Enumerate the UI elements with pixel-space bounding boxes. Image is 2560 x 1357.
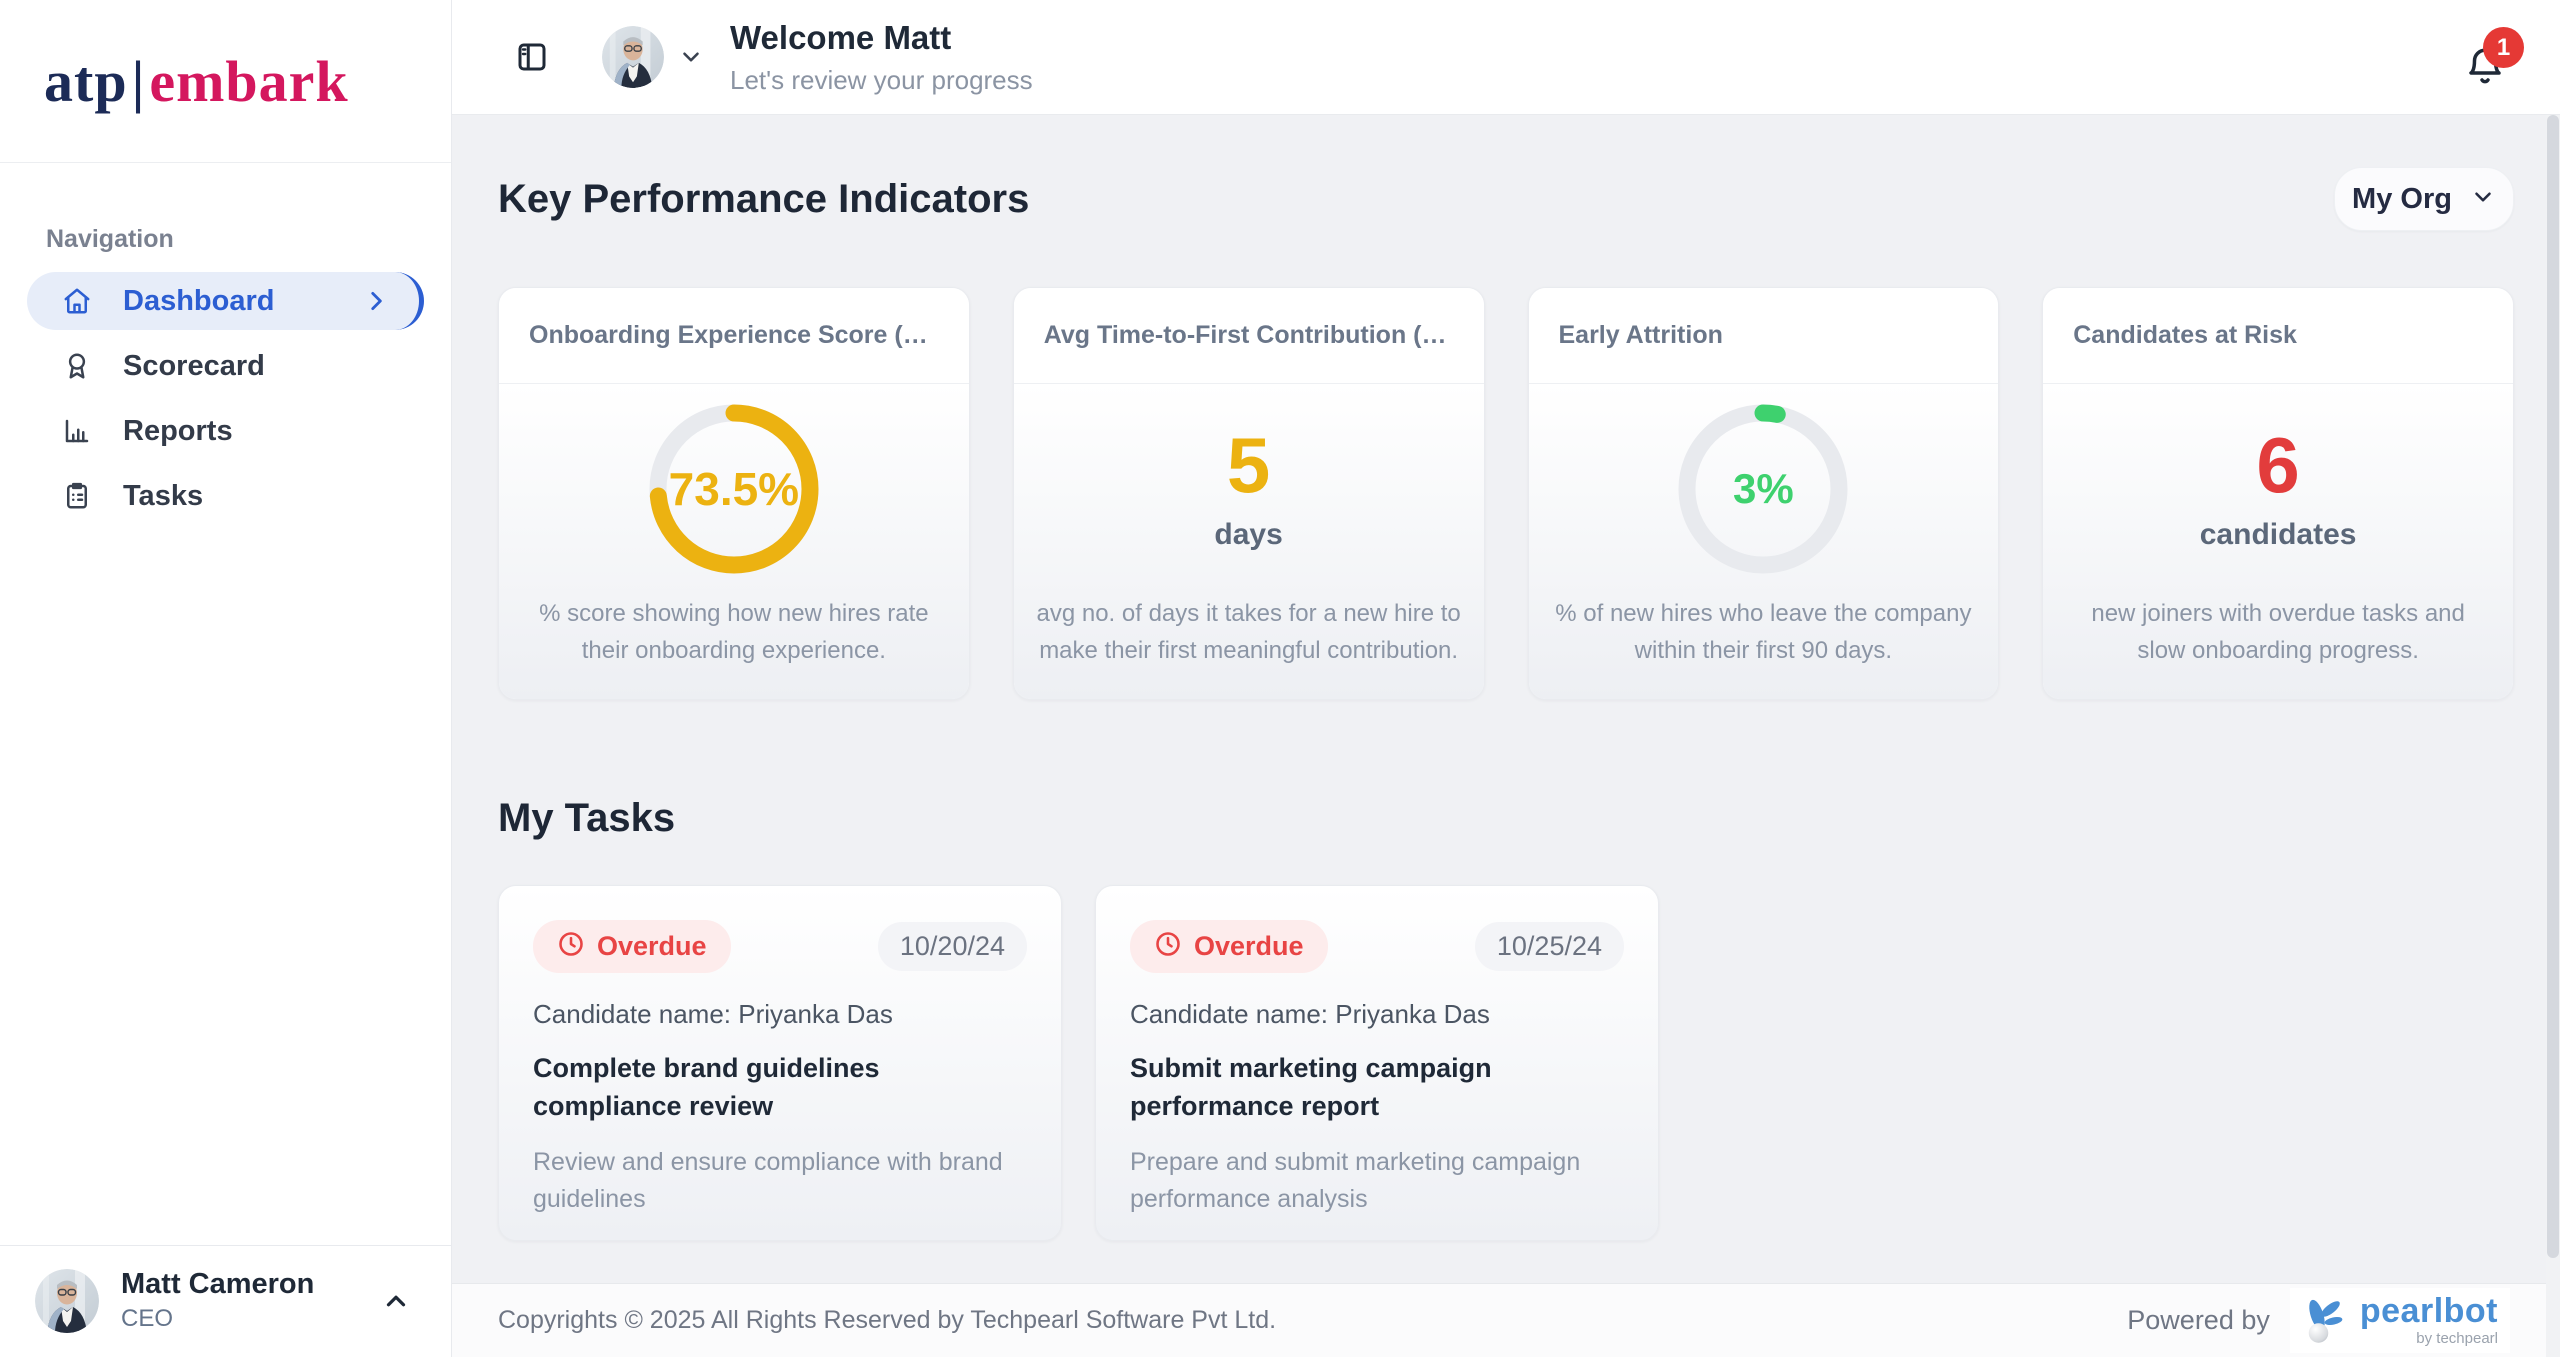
donut-chart: 3% (1670, 396, 1856, 582)
award-icon (61, 350, 93, 382)
due-date-badge: 10/20/24 (877, 922, 1027, 971)
notifications-button[interactable]: 1 (2454, 17, 2524, 97)
status-badge: Overdue (1130, 920, 1328, 973)
copyright-text: Copyrights © 2025 All Rights Reserved by… (498, 1306, 1277, 1334)
pearlbot-logo: pearlbot by techpearl (2289, 1288, 2510, 1353)
kpi-title: Avg Time-to-First Contribution (T… (1043, 321, 1454, 349)
kpi-value: 6 (2256, 421, 2300, 510)
sidebar: atp|embark Navigation Dashboard Scorecar… (0, 0, 452, 1357)
kpi-unit: candidates (2199, 518, 2357, 552)
vertical-scrollbar[interactable] (2546, 115, 2560, 1357)
kpi-card-time-to-first-contribution[interactable]: Avg Time-to-First Contribution (T… 5 day… (1012, 287, 1485, 700)
clipboard-icon (61, 480, 93, 512)
welcome-subtitle: Let's review your progress (730, 64, 1033, 95)
kpi-value: 5 (1226, 421, 1271, 510)
donut-chart: 73.5% (641, 396, 827, 582)
logo-part-atp: atp (44, 48, 128, 114)
home-icon (61, 285, 93, 317)
task-title: Complete brand guidelines compliance rev… (533, 1053, 880, 1121)
status-label: Overdue (597, 931, 707, 961)
logo-part-embark: embark (149, 48, 349, 114)
kpi-value: 73.5% (668, 463, 800, 516)
task-title: Submit marketing campaign performance re… (1130, 1053, 1492, 1121)
sidebar-item-dashboard[interactable]: Dashboard (27, 272, 424, 330)
task-candidate: Candidate name: Priyanka Das (533, 999, 893, 1029)
sidebar-item-label: Reports (123, 414, 233, 447)
sidebar-nav: Dashboard Scorecard Reports (0, 272, 451, 525)
chevron-down-icon (2470, 184, 2496, 215)
bar-chart-icon (61, 415, 93, 447)
notification-badge: 1 (2483, 27, 2524, 68)
footer: Copyrights © 2025 All Rights Reserved by… (452, 1283, 2560, 1357)
user-avatar (35, 1268, 99, 1333)
task-cards: Overdue 10/20/24 Candidate name: Priyank… (498, 885, 2514, 1241)
kpi-section-title: Key Performance Indicators (498, 176, 1030, 221)
kpi-card-early-attrition[interactable]: Early Attrition 3% % of new hires (1527, 287, 2000, 700)
sidebar-item-scorecard[interactable]: Scorecard (27, 337, 424, 395)
task-description: Prepare and submit marketing campaign pe… (1130, 1147, 1581, 1214)
tasks-section-title: My Tasks (498, 796, 676, 840)
chevron-up-icon[interactable] (381, 1286, 411, 1316)
kpi-title: Onboarding Experience Score (EH… (529, 321, 939, 349)
logo-separator: | (131, 48, 146, 114)
kpi-description: % of new hires who leave the company wit… (1555, 599, 1972, 664)
kpi-description: avg no. of days it takes for a new hire … (1036, 599, 1461, 664)
pearlbot-logo-subtext: by techpearl (2416, 1330, 2498, 1347)
top-header: Welcome Matt Let's review your progress … (452, 0, 2560, 115)
kpi-description: % score showing how new hires rate their… (539, 599, 929, 664)
task-candidate: Candidate name: Priyanka Das (1130, 999, 1490, 1029)
sidebar-item-label: Dashboard (123, 284, 275, 317)
brand-logo: atp|embark (0, 0, 451, 163)
welcome-title: Welcome Matt (730, 18, 952, 56)
kpi-unit: days (1214, 518, 1283, 552)
sidebar-user-menu[interactable]: Matt Cameron CEO (0, 1245, 451, 1357)
status-label: Overdue (1194, 931, 1304, 961)
task-card[interactable]: Overdue 10/25/24 Candidate name: Priyank… (1095, 885, 1659, 1241)
sidebar-toggle-icon[interactable] (512, 37, 552, 77)
powered-by-label: Powered by (2127, 1305, 2270, 1335)
org-filter-dropdown[interactable]: My Org (2334, 167, 2514, 231)
pearlbot-logo-text: pearlbot (2359, 1292, 2498, 1330)
clock-icon (1154, 930, 1182, 963)
sidebar-item-label: Scorecard (123, 349, 265, 382)
sidebar-item-tasks[interactable]: Tasks (27, 467, 424, 525)
user-name: Matt Cameron (121, 1268, 315, 1300)
task-description: Review and ensure compliance with brand … (533, 1147, 1003, 1214)
status-badge: Overdue (533, 920, 731, 973)
content-column: Welcome Matt Let's review your progress … (452, 0, 2560, 1357)
main-content: Key Performance Indicators My Org Onboar… (452, 115, 2560, 1283)
sidebar-item-reports[interactable]: Reports (27, 402, 424, 460)
pearlbot-swirl-icon (2308, 1299, 2343, 1343)
sidebar-item-label: Tasks (123, 479, 204, 512)
header-avatar[interactable] (602, 26, 664, 88)
kpi-title: Early Attrition (1558, 321, 1723, 349)
chevron-down-icon[interactable] (678, 44, 704, 70)
clock-icon (557, 930, 585, 963)
kpi-card-onboarding-score[interactable]: Onboarding Experience Score (EH… 73.5% (498, 287, 970, 700)
org-filter-value: My Org (2352, 182, 2452, 215)
chevron-right-icon (363, 288, 389, 314)
navigation-section-label: Navigation (46, 225, 174, 253)
kpi-description: new joiners with overdue tasks and slow … (2091, 599, 2465, 664)
task-card[interactable]: Overdue 10/20/24 Candidate name: Priyank… (498, 885, 1062, 1241)
kpi-title: Candidates at Risk (2073, 321, 2297, 349)
user-role: CEO (121, 1305, 174, 1332)
due-date-badge: 10/25/24 (1474, 922, 1624, 971)
kpi-value: 3% (1733, 465, 1794, 513)
kpi-cards: Onboarding Experience Score (EH… 73.5% (498, 287, 2514, 700)
kpi-card-candidates-at-risk[interactable]: Candidates at Risk 6 candidates new join… (2042, 287, 2514, 700)
scrollbar-thumb[interactable] (2547, 115, 2559, 1258)
